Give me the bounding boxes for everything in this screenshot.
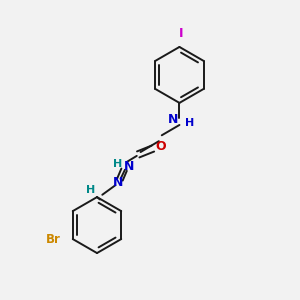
Text: H: H — [113, 159, 122, 169]
Text: N: N — [168, 113, 178, 126]
Text: Br: Br — [46, 232, 61, 246]
Text: I: I — [179, 27, 183, 40]
Text: N: N — [124, 160, 134, 173]
Text: H: H — [185, 118, 194, 128]
Text: O: O — [155, 140, 166, 153]
Text: N: N — [112, 176, 123, 189]
Text: H: H — [86, 185, 96, 195]
